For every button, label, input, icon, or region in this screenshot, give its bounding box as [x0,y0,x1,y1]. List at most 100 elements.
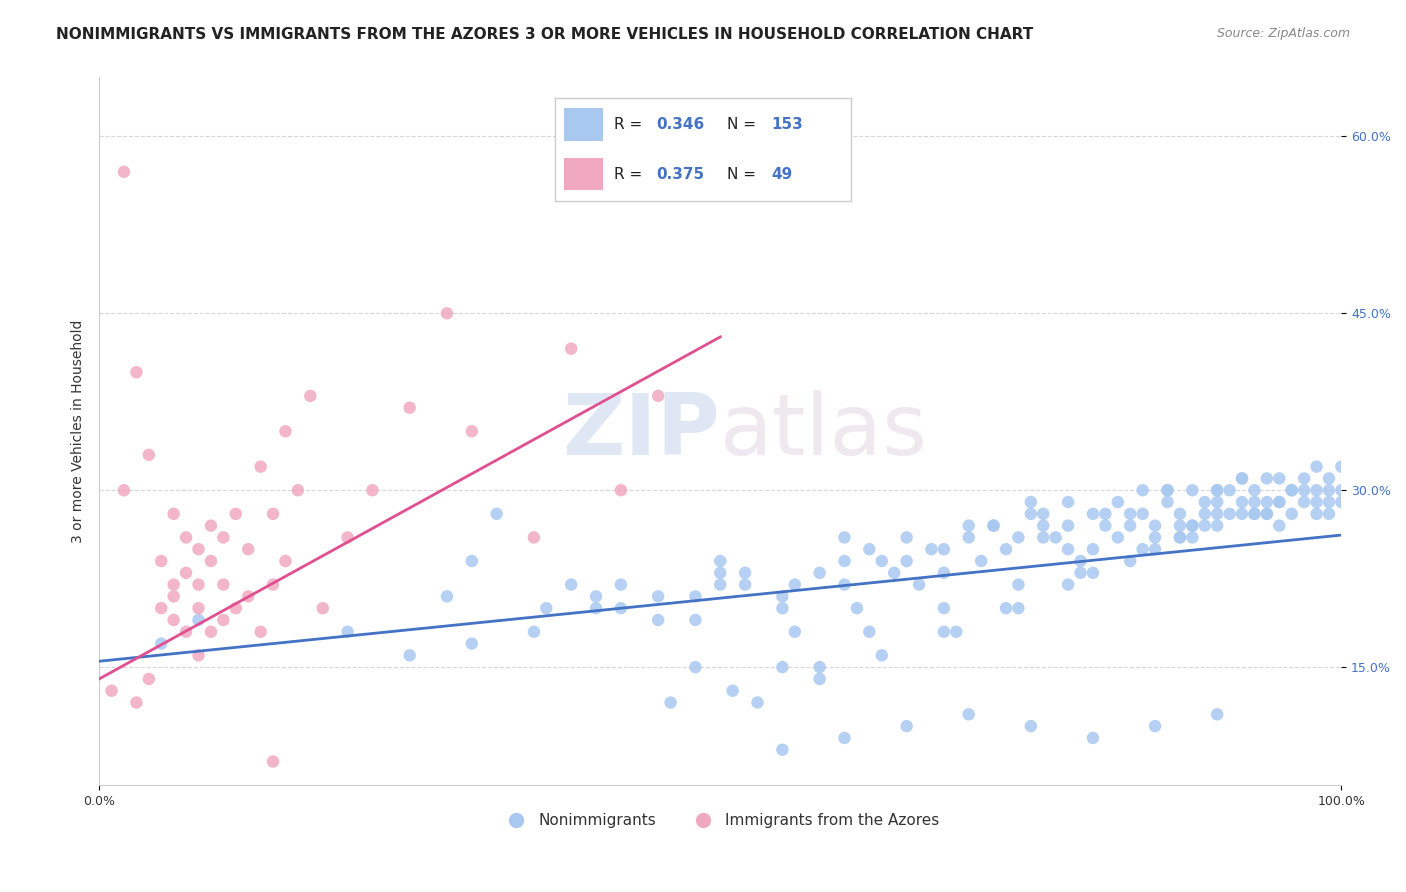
Point [1007,530,1029,544]
Point [1007,601,1029,615]
Point [1256,495,1278,509]
Point [983,518,1005,533]
Text: N =: N = [727,117,761,132]
Bar [564,108,603,141]
Point [1305,495,1327,509]
Point [461,636,484,650]
Text: R =: R = [614,167,648,182]
Point [436,306,458,320]
Point [200,554,222,568]
Point [212,577,235,591]
Point [734,566,756,580]
Point [174,566,197,580]
Point [1057,495,1080,509]
Point [174,624,197,639]
Point [560,342,582,356]
Point [1119,554,1142,568]
Point [1156,483,1178,498]
Point [1206,518,1229,533]
Point [770,742,793,756]
Point [1305,507,1327,521]
Bar [564,158,603,190]
Point [1194,507,1216,521]
Point [685,590,707,604]
Point [163,507,186,521]
Point [970,554,993,568]
Point [1181,518,1204,533]
Point [1144,530,1167,544]
Point [610,577,633,591]
Text: N =: N = [727,167,761,182]
Point [312,601,335,615]
Point [536,601,558,615]
Point [957,518,980,533]
Point [1081,507,1104,521]
Point [845,601,868,615]
Point [1094,507,1116,521]
Point [461,424,484,438]
Point [709,566,731,580]
Point [1045,530,1067,544]
Point [523,624,546,639]
Point [896,554,918,568]
Point [187,542,209,557]
Point [983,518,1005,533]
Text: Source: ZipAtlas.com: Source: ZipAtlas.com [1216,27,1350,40]
Point [1019,495,1042,509]
Point [1230,495,1253,509]
Point [1317,495,1340,509]
Point [187,613,209,627]
Point [1206,507,1229,521]
Point [238,590,260,604]
Point [1219,507,1241,521]
Point [138,448,160,462]
Point [1243,483,1265,498]
Point [225,601,247,615]
Point [932,566,955,580]
Point [1268,495,1291,509]
Point [560,577,582,591]
Point [994,542,1017,557]
Point [957,707,980,722]
Point [1243,507,1265,521]
Text: 153: 153 [770,117,803,132]
Point [1330,495,1353,509]
Text: 0.346: 0.346 [655,117,704,132]
Point [1144,719,1167,733]
Legend: Nonimmigrants, Immigrants from the Azores: Nonimmigrants, Immigrants from the Azore… [495,807,946,834]
Point [734,577,756,591]
Point [1256,471,1278,485]
Point [262,755,284,769]
Point [1219,483,1241,498]
Y-axis label: 3 or more Vehicles in Household: 3 or more Vehicles in Household [72,319,86,543]
Point [1256,507,1278,521]
Text: NONIMMIGRANTS VS IMMIGRANTS FROM THE AZORES 3 OR MORE VEHICLES IN HOUSEHOLD CORR: NONIMMIGRANTS VS IMMIGRANTS FROM THE AZO… [56,27,1033,42]
Point [174,530,197,544]
Point [150,636,173,650]
Point [125,365,148,379]
Point [770,590,793,604]
Point [249,624,271,639]
Point [770,660,793,674]
Point [834,731,856,745]
Point [1194,495,1216,509]
Point [150,601,173,615]
Point [1132,507,1154,521]
Text: ZIP: ZIP [562,390,720,473]
Point [945,624,967,639]
Point [1168,507,1191,521]
Point [287,483,309,498]
Point [858,624,880,639]
Point [834,554,856,568]
Point [274,424,297,438]
Point [1057,542,1080,557]
Point [858,542,880,557]
Point [1107,530,1129,544]
Point [1294,483,1316,498]
Point [398,401,420,415]
Point [1330,483,1353,498]
Point [1317,471,1340,485]
Point [1007,577,1029,591]
Point [932,542,955,557]
Point [1294,471,1316,485]
